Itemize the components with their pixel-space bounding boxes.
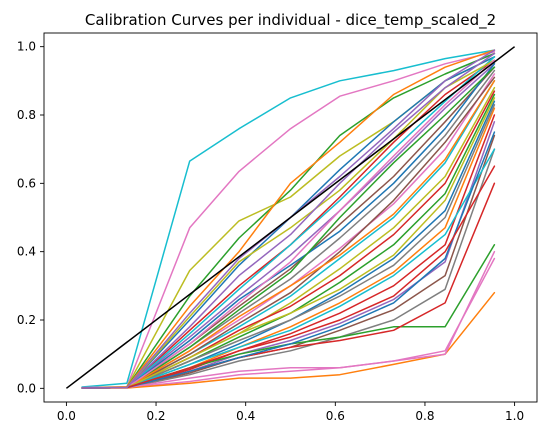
series-line: [81, 148, 496, 389]
chart-title: Calibration Curves per individual - dice…: [85, 11, 496, 30]
series-line: [81, 148, 496, 389]
series-line: [81, 59, 496, 389]
series-line: [81, 165, 496, 389]
series-line: [81, 250, 496, 389]
y-axis-ticks: 0.0 0.2 0.4 0.6 0.8 1.0: [17, 40, 44, 395]
series-line: [81, 51, 496, 389]
x-tick-label: 1.0: [505, 409, 524, 423]
x-tick-label: 0.2: [146, 409, 165, 423]
y-tick-label: 0.2: [17, 313, 36, 327]
y-tick-label: 0.8: [17, 108, 36, 122]
reference-diagonal-line: [65, 46, 516, 389]
axes-frame: [43, 32, 538, 403]
series-line: [81, 97, 496, 389]
x-tick-label: 0.6: [326, 409, 345, 423]
series-line: [81, 80, 496, 389]
series-line: [81, 107, 496, 389]
y-tick-label: 0.0: [17, 381, 36, 395]
series-line: [81, 52, 496, 389]
x-axis-ticks: 0.0 0.2 0.4 0.6 0.8 1.0: [57, 402, 524, 423]
y-tick-label: 1.0: [17, 40, 36, 54]
series-line: [81, 56, 496, 389]
x-tick-label: 0.0: [57, 409, 76, 423]
series-line: [81, 76, 496, 389]
series-line: [81, 131, 496, 389]
series-lines: [81, 49, 496, 390]
series-line: [81, 49, 496, 389]
x-tick-label: 0.4: [236, 409, 255, 423]
reference-line-group: [65, 46, 516, 389]
y-tick-label: 0.6: [17, 176, 36, 190]
series-line: [81, 63, 496, 389]
series-line: [81, 104, 496, 389]
series-line: [81, 63, 496, 389]
series-line: [81, 49, 496, 388]
series-line: [81, 257, 496, 389]
x-tick-label: 0.8: [415, 409, 434, 423]
series-line: [81, 291, 496, 390]
series-line: [81, 66, 496, 389]
series-line: [81, 66, 496, 389]
series-line: [81, 52, 496, 389]
y-tick-label: 0.4: [17, 245, 36, 259]
